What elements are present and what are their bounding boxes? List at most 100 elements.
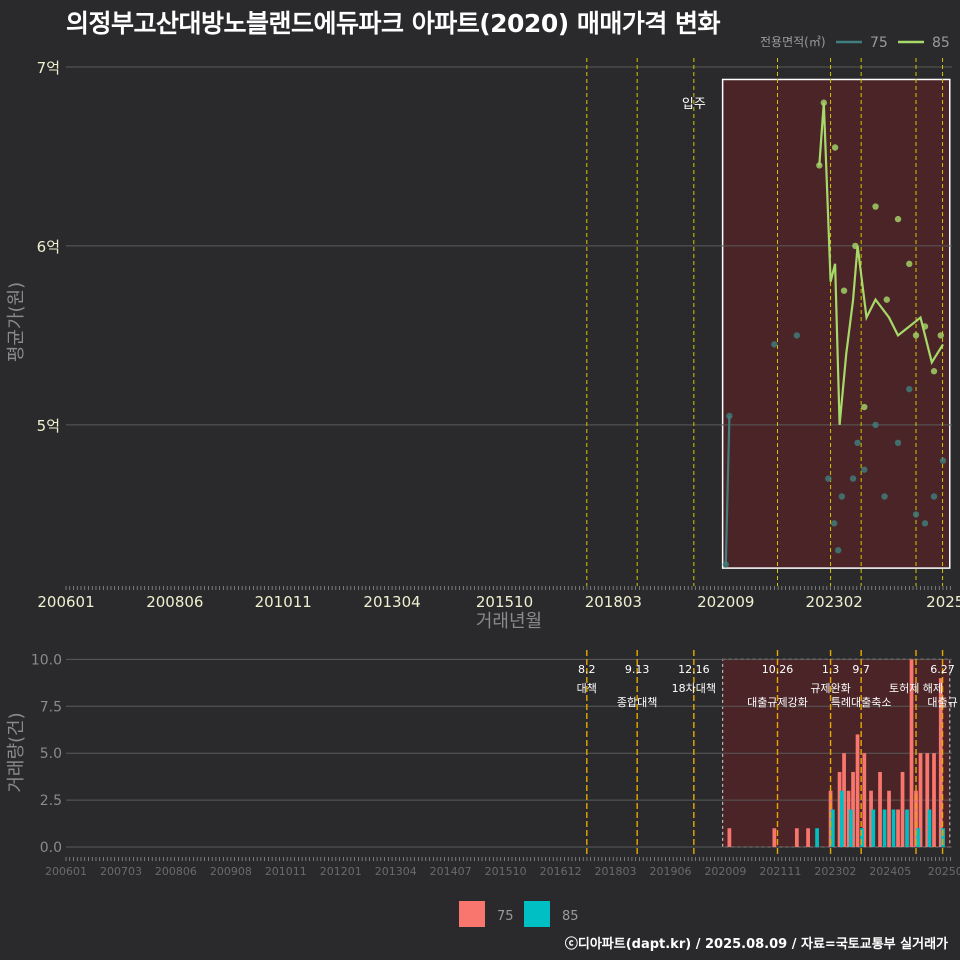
legend-bottom-swatch-75 bbox=[459, 901, 485, 927]
policy-label: 규제완화 bbox=[810, 682, 850, 695]
data-point-85 bbox=[861, 403, 868, 411]
data-point-85 bbox=[937, 332, 944, 339]
data-point-75 bbox=[793, 332, 801, 339]
data-point-75 bbox=[861, 466, 868, 473]
bar-85 bbox=[848, 809, 853, 847]
bar-75 bbox=[727, 828, 732, 847]
data-point-75 bbox=[906, 385, 913, 393]
x-tick-label: 201510 bbox=[476, 593, 533, 611]
bar-85 bbox=[871, 809, 876, 847]
legend-top-title: 전용면적(㎡) bbox=[760, 35, 826, 49]
footer-credit: ⓒ디아파트(dapt.kr) / 2025.08.09 / 자료=국토교통부 실… bbox=[564, 937, 948, 952]
bar-75 bbox=[914, 790, 918, 847]
x-tick-label: 200601 bbox=[37, 593, 94, 611]
data-point-75 bbox=[835, 547, 842, 554]
data-point-85 bbox=[894, 215, 902, 223]
data-point-75 bbox=[849, 475, 857, 482]
policy-label: 토허제 해제 bbox=[889, 681, 943, 695]
y-tick-label: 10.0 bbox=[31, 652, 62, 668]
x-tick-label: 202302 bbox=[814, 865, 856, 878]
data-point-75 bbox=[722, 561, 729, 568]
bar-75 bbox=[862, 753, 867, 847]
y-tick-label: 6억 bbox=[37, 238, 60, 256]
y-tick-label: 2.5 bbox=[40, 793, 62, 809]
y-axis-title: 거래량(건) bbox=[6, 712, 27, 792]
policy-date-label: 12.16 bbox=[678, 663, 710, 676]
bar-85 bbox=[830, 809, 835, 847]
data-point-85 bbox=[883, 296, 890, 303]
data-point-75 bbox=[726, 412, 733, 420]
bar-75 bbox=[869, 790, 873, 847]
data-point-75 bbox=[854, 439, 861, 447]
data-point-85 bbox=[930, 368, 938, 375]
y-tick-label: 5.0 bbox=[40, 746, 62, 762]
series-line-85 bbox=[818, 102, 944, 426]
y-tick-label: 0.0 bbox=[40, 840, 62, 856]
legend-top-label-85: 85 bbox=[932, 35, 950, 51]
annotation-label: 입주 bbox=[682, 97, 706, 112]
policy-label: 종합대책 bbox=[617, 696, 657, 709]
bar-85 bbox=[815, 828, 819, 847]
bar-75 bbox=[909, 659, 914, 847]
policy-label: 대출규 bbox=[927, 696, 957, 709]
legend-bottom-swatch-85 bbox=[524, 901, 550, 927]
bar-85 bbox=[916, 828, 921, 847]
x-tick-label: 202111 bbox=[759, 865, 801, 878]
bar-75 bbox=[900, 771, 905, 847]
x-tick-label: 200806 bbox=[155, 865, 197, 878]
y-tick-label: 5억 bbox=[37, 417, 60, 435]
data-point-75 bbox=[894, 439, 902, 447]
policy-label: 18차대책 bbox=[672, 682, 716, 695]
x-tick-label: 201304 bbox=[375, 865, 417, 878]
legend-bottom-label-85: 85 bbox=[562, 909, 579, 924]
bar-75 bbox=[846, 790, 851, 847]
x-tick-label: 201803 bbox=[595, 865, 637, 878]
x-tick-label: 200908 bbox=[210, 865, 252, 878]
policy-label: 특례대출축소 bbox=[831, 696, 892, 709]
data-point-75 bbox=[930, 493, 938, 500]
data-point-85 bbox=[912, 332, 920, 339]
x-tick-label: 201906 bbox=[649, 865, 691, 878]
bar-75 bbox=[918, 753, 923, 847]
bar-75 bbox=[806, 828, 810, 847]
data-point-75 bbox=[872, 421, 879, 429]
data-point-85 bbox=[840, 287, 848, 294]
x-tick-label: 201201 bbox=[320, 865, 362, 878]
bar-75 bbox=[828, 790, 833, 847]
x-tick-label: 201510 bbox=[485, 865, 527, 878]
bar-75 bbox=[938, 678, 943, 847]
bar-75 bbox=[851, 771, 855, 847]
y-tick-label: 7억 bbox=[37, 59, 60, 77]
y-tick-label: 7.5 bbox=[40, 699, 62, 715]
volume-plot: 0.0 2.5 5.0 7.5 10.0 8.2 대책 9.13 종합대책 12.16 18차대책 1… bbox=[6, 650, 960, 878]
data-point-75 bbox=[771, 341, 778, 348]
x-tick-label: 202405 bbox=[869, 865, 911, 878]
bar-85 bbox=[882, 809, 887, 847]
bar-75 bbox=[887, 790, 891, 847]
bar-85 bbox=[891, 809, 896, 847]
legend-bottom-label-75: 75 bbox=[497, 909, 514, 924]
x-tick-label: 202009 bbox=[697, 593, 754, 611]
bar-75 bbox=[842, 753, 846, 847]
y-axis-title: 평균가(원) bbox=[6, 282, 27, 362]
data-point-75 bbox=[838, 493, 846, 500]
legend-top: 전용면적(㎡) 75 85 bbox=[760, 35, 950, 51]
policy-date-label: 6.27 bbox=[930, 663, 955, 676]
bar-85 bbox=[839, 790, 844, 847]
x-tick-label: 201011 bbox=[265, 865, 307, 878]
data-point-85 bbox=[872, 203, 879, 210]
x-tick-label: 201011 bbox=[255, 593, 312, 611]
x-tick-label: 200806 bbox=[146, 593, 203, 611]
bar-75 bbox=[794, 828, 799, 847]
bar-75 bbox=[878, 771, 882, 847]
legend-top-label-75: 75 bbox=[870, 35, 888, 51]
x-tick-label: 201803 bbox=[585, 593, 642, 611]
data-point-85 bbox=[831, 144, 839, 151]
bar-75 bbox=[772, 828, 777, 847]
x-tick-label: 201304 bbox=[363, 593, 420, 611]
data-point-75 bbox=[825, 475, 832, 482]
price-plot: 7억 6억 5억 입주 200601 200806 201011 201304 201510 20… bbox=[6, 58, 960, 632]
policy-date-label: 8.2 bbox=[578, 663, 596, 676]
series-line-75 bbox=[724, 415, 731, 565]
